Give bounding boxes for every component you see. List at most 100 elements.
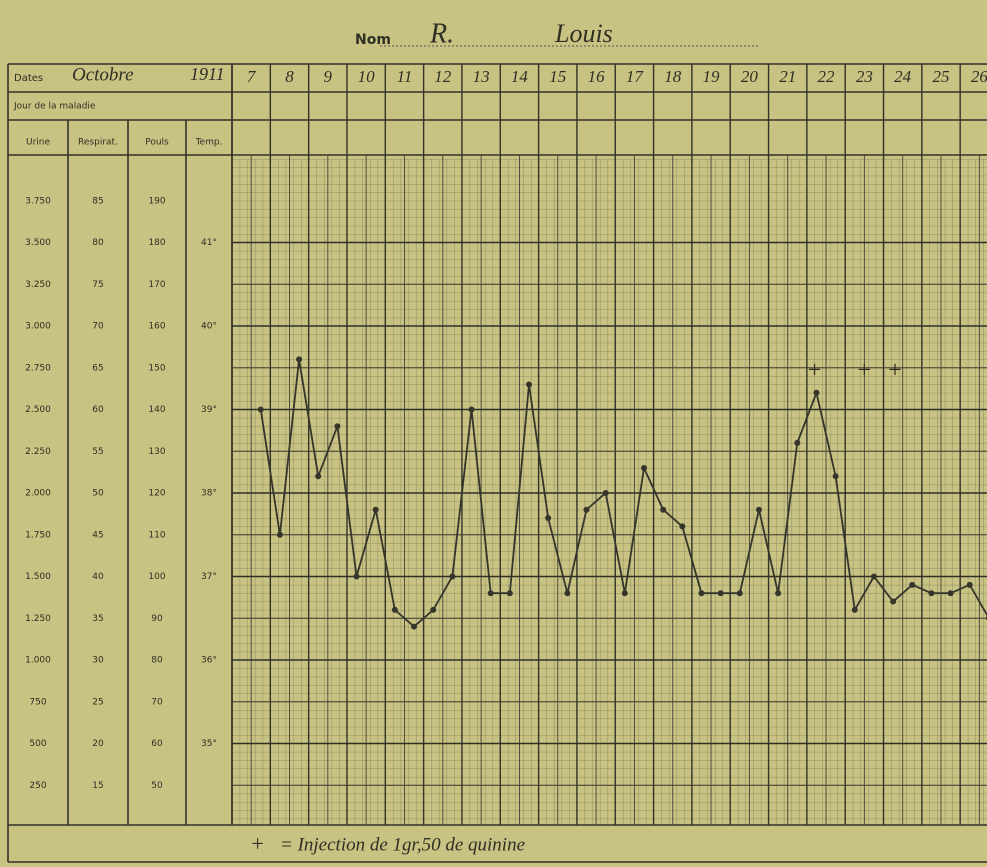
scale-label: 2.500	[25, 405, 51, 415]
scale-label: 35	[92, 614, 103, 624]
temperature-point	[296, 356, 302, 362]
scale-label: 70	[92, 322, 104, 332]
scale-label: 20	[92, 739, 104, 749]
temperature-point	[909, 582, 915, 588]
scale-label: 120	[148, 489, 165, 499]
scale-label: 100	[148, 572, 165, 582]
page: { "header": {"name_label": "Nom", "name_…	[0, 0, 987, 867]
temperature-point	[871, 574, 877, 580]
temperature-point	[737, 590, 743, 596]
temperature-point	[775, 590, 781, 596]
injection-mark: +	[808, 358, 822, 384]
scale-label: 3.500	[25, 238, 51, 248]
temperature-tick-label: 38°	[201, 489, 217, 499]
scale-label: 60	[151, 739, 163, 749]
scale-label: 140	[148, 405, 165, 415]
temperature-tick-label: 36°	[201, 656, 217, 666]
temperature-point	[545, 515, 551, 521]
scale-label: 3.250	[25, 280, 51, 290]
temperature-point	[833, 473, 839, 479]
temperature-tick-label: 40°	[201, 322, 217, 332]
scale-label: 25	[92, 697, 103, 707]
month: Octobre	[72, 64, 134, 85]
year: 1911	[190, 64, 225, 84]
scale-label: 55	[92, 447, 103, 457]
day-label: 26	[971, 67, 987, 86]
temperature-point	[794, 440, 800, 446]
day-label: 18	[664, 67, 682, 86]
scale-label: 50	[151, 781, 163, 791]
day-label: 13	[473, 67, 490, 86]
column-header: Temp.	[195, 138, 223, 148]
scale-label: 2.250	[25, 447, 51, 457]
temperature-point	[334, 423, 340, 429]
temperature-point	[354, 574, 360, 580]
temperature-point	[679, 523, 685, 529]
temperature-point	[430, 607, 436, 613]
injection-mark: +	[858, 358, 872, 384]
patient-name: Louis	[554, 19, 613, 48]
temperature-tick-label: 37°	[201, 572, 217, 582]
scale-label: 110	[148, 530, 165, 540]
scale-label: 150	[148, 363, 165, 373]
temperature-point	[526, 381, 532, 387]
scale-label: 2.000	[25, 489, 51, 499]
scale-label: 190	[148, 196, 165, 206]
day-label: 25	[933, 67, 950, 86]
temperature-point	[660, 507, 666, 513]
temperature-point	[603, 490, 609, 496]
day-label: 23	[856, 67, 873, 86]
name-initial: R.	[429, 18, 454, 49]
column-header: Respirat.	[78, 138, 118, 148]
scale-label: 1.250	[25, 614, 51, 624]
fever-chart: Nom R. Louis Dates Octobre 1911 Jour de …	[0, 0, 987, 867]
day-label: 11	[397, 67, 413, 86]
day-label: 16	[588, 67, 606, 86]
scale-label: 75	[92, 280, 103, 290]
day-label: 9	[324, 67, 333, 86]
day-label: 15	[549, 67, 566, 86]
scale-label: 160	[148, 322, 165, 332]
temperature-point	[948, 590, 954, 596]
scale-label: 80	[92, 238, 104, 248]
scale-label: 250	[29, 781, 46, 791]
day-label: 12	[434, 67, 452, 86]
temperature-point	[813, 390, 819, 396]
temperature-point	[488, 590, 494, 596]
temperature-point	[967, 582, 973, 588]
temperature-point	[411, 624, 417, 630]
temperature-point	[641, 465, 647, 471]
scale-label: 3.750	[25, 196, 51, 206]
temperature-tick-label: 41°	[201, 238, 217, 248]
temperature-point	[315, 473, 321, 479]
day-label: 17	[626, 67, 645, 86]
temperature-point	[507, 590, 513, 596]
temperature-point	[564, 590, 570, 596]
scale-label: 1.750	[25, 530, 51, 540]
temperature-point	[890, 599, 896, 605]
note-text: = Injection de 1gr,50 de quinine	[280, 834, 525, 855]
temperature-point	[852, 607, 858, 613]
scale-label: 1.500	[25, 572, 51, 582]
temperature-point	[277, 532, 283, 538]
scale-label: 70	[151, 697, 163, 707]
temperature-point	[756, 507, 762, 513]
day-label: 14	[511, 67, 529, 86]
day-of-illness-label: Jour de la maladie	[13, 102, 96, 112]
temperature-point	[373, 507, 379, 513]
day-label: 7	[247, 67, 257, 86]
scale-label: 45	[92, 530, 103, 540]
day-label: 20	[741, 67, 759, 86]
scale-label: 15	[92, 781, 103, 791]
day-label: 8	[285, 67, 294, 86]
scale-label: 60	[92, 405, 104, 415]
scale-label: 80	[151, 656, 163, 666]
scale-label: 2.750	[25, 363, 51, 373]
temperature-point	[469, 407, 475, 413]
scale-label: 90	[151, 614, 163, 624]
temperature-point	[392, 607, 398, 613]
scale-label: 1.000	[25, 656, 51, 666]
temperature-point	[718, 590, 724, 596]
scale-label: 85	[92, 196, 103, 206]
temperature-point	[449, 574, 455, 580]
